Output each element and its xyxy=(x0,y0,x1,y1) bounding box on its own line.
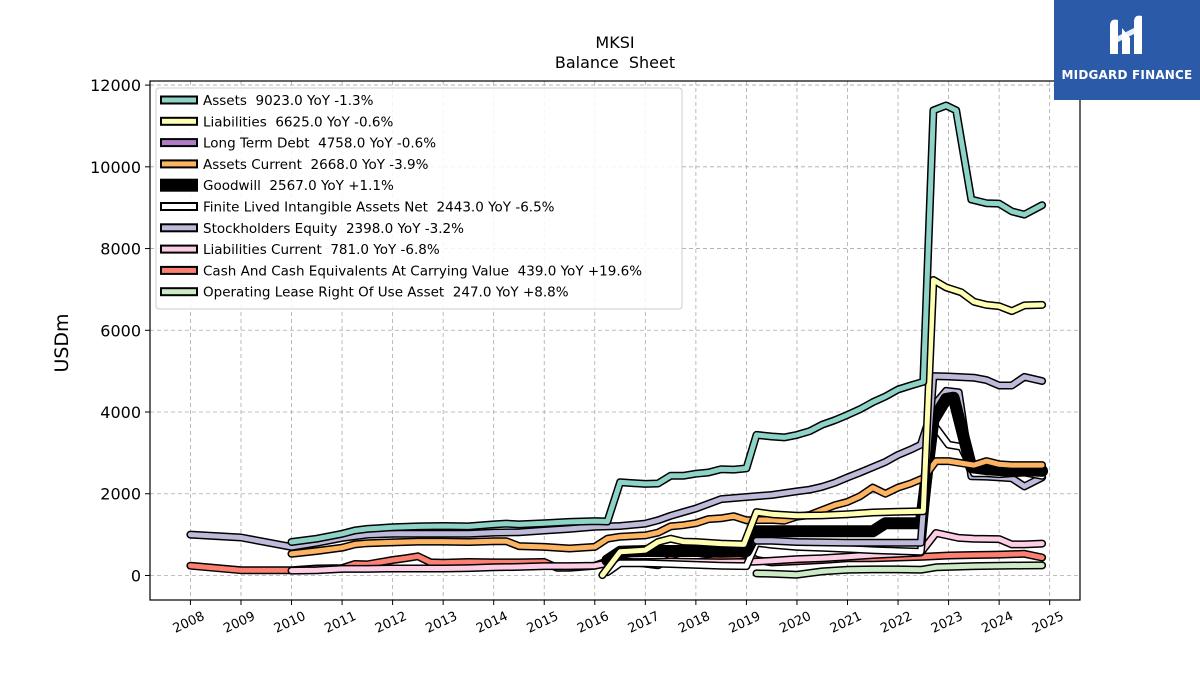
midgard-logo-icon xyxy=(1110,15,1142,55)
legend-label: Operating Lease Right Of Use Asset 247.0… xyxy=(203,285,569,301)
legend-swatch xyxy=(160,202,198,211)
legend-swatch xyxy=(160,159,198,169)
y-axis-label: USDm xyxy=(51,313,73,372)
series-liabilities-line xyxy=(599,277,1045,578)
legend-swatch xyxy=(160,178,198,192)
legend-label: Cash And Cash Equivalents At Carrying Va… xyxy=(203,263,642,279)
series-operating-lease-right-of-use-asset-line xyxy=(754,562,1045,578)
y-tick-label: 6000 xyxy=(100,321,141,340)
chart-title: MKSI xyxy=(595,33,634,52)
legend-label: Assets Current 2668.0 YoY -3.9% xyxy=(203,157,429,173)
legend-swatch xyxy=(160,287,198,297)
brand-name: MIDGARD FINANCE xyxy=(1061,68,1193,82)
axes: 2008 2009 2010 2011 2012 2013 2014 2015 2016 2017… xyxy=(90,76,1066,637)
legend-swatch xyxy=(160,95,198,105)
brand-logo: MIDGARD FINANCE xyxy=(1054,0,1200,100)
legend-swatch xyxy=(160,116,198,126)
y-tick-label: 8000 xyxy=(100,240,141,259)
y-tick-label: 10000 xyxy=(90,158,141,177)
legend-label: Stockholders Equity 2398.0 YoY -3.2% xyxy=(203,221,464,237)
legend-swatch xyxy=(160,244,198,254)
plot-frame xyxy=(149,80,1081,601)
legend-label: Liabilities 6625.0 YoY -0.6% xyxy=(203,114,393,130)
chart-subtitle: Balance Sheet xyxy=(555,53,675,72)
legend-label: Finite Lived Intangible Assets Net 2443.… xyxy=(203,200,555,216)
legend: Assets 9023.0 YoY -1.3% Liabilities 6625.… xyxy=(155,87,683,310)
legend-box xyxy=(155,87,683,310)
legend-swatch xyxy=(160,138,198,148)
y-tick-label: 4000 xyxy=(100,403,141,422)
series-assets-line xyxy=(289,103,1045,545)
legend-swatch xyxy=(160,265,198,275)
series-lines xyxy=(186,101,1049,580)
series-goodwill-line xyxy=(602,393,1047,565)
legend-label: Liabilities Current 781.0 YoY -6.8% xyxy=(203,242,440,258)
legend-swatch xyxy=(160,223,198,233)
y-tick-label: 12000 xyxy=(90,76,141,95)
y-tick-label: 2000 xyxy=(100,485,141,504)
y-tick-label: 0 xyxy=(131,566,141,585)
legend-label: Assets 9023.0 YoY -1.3% xyxy=(203,93,374,109)
legend-label: Goodwill 2567.0 YoY +1.1% xyxy=(203,178,394,194)
legend-label: Long Term Debt 4758.0 YoY -0.6% xyxy=(203,136,436,152)
